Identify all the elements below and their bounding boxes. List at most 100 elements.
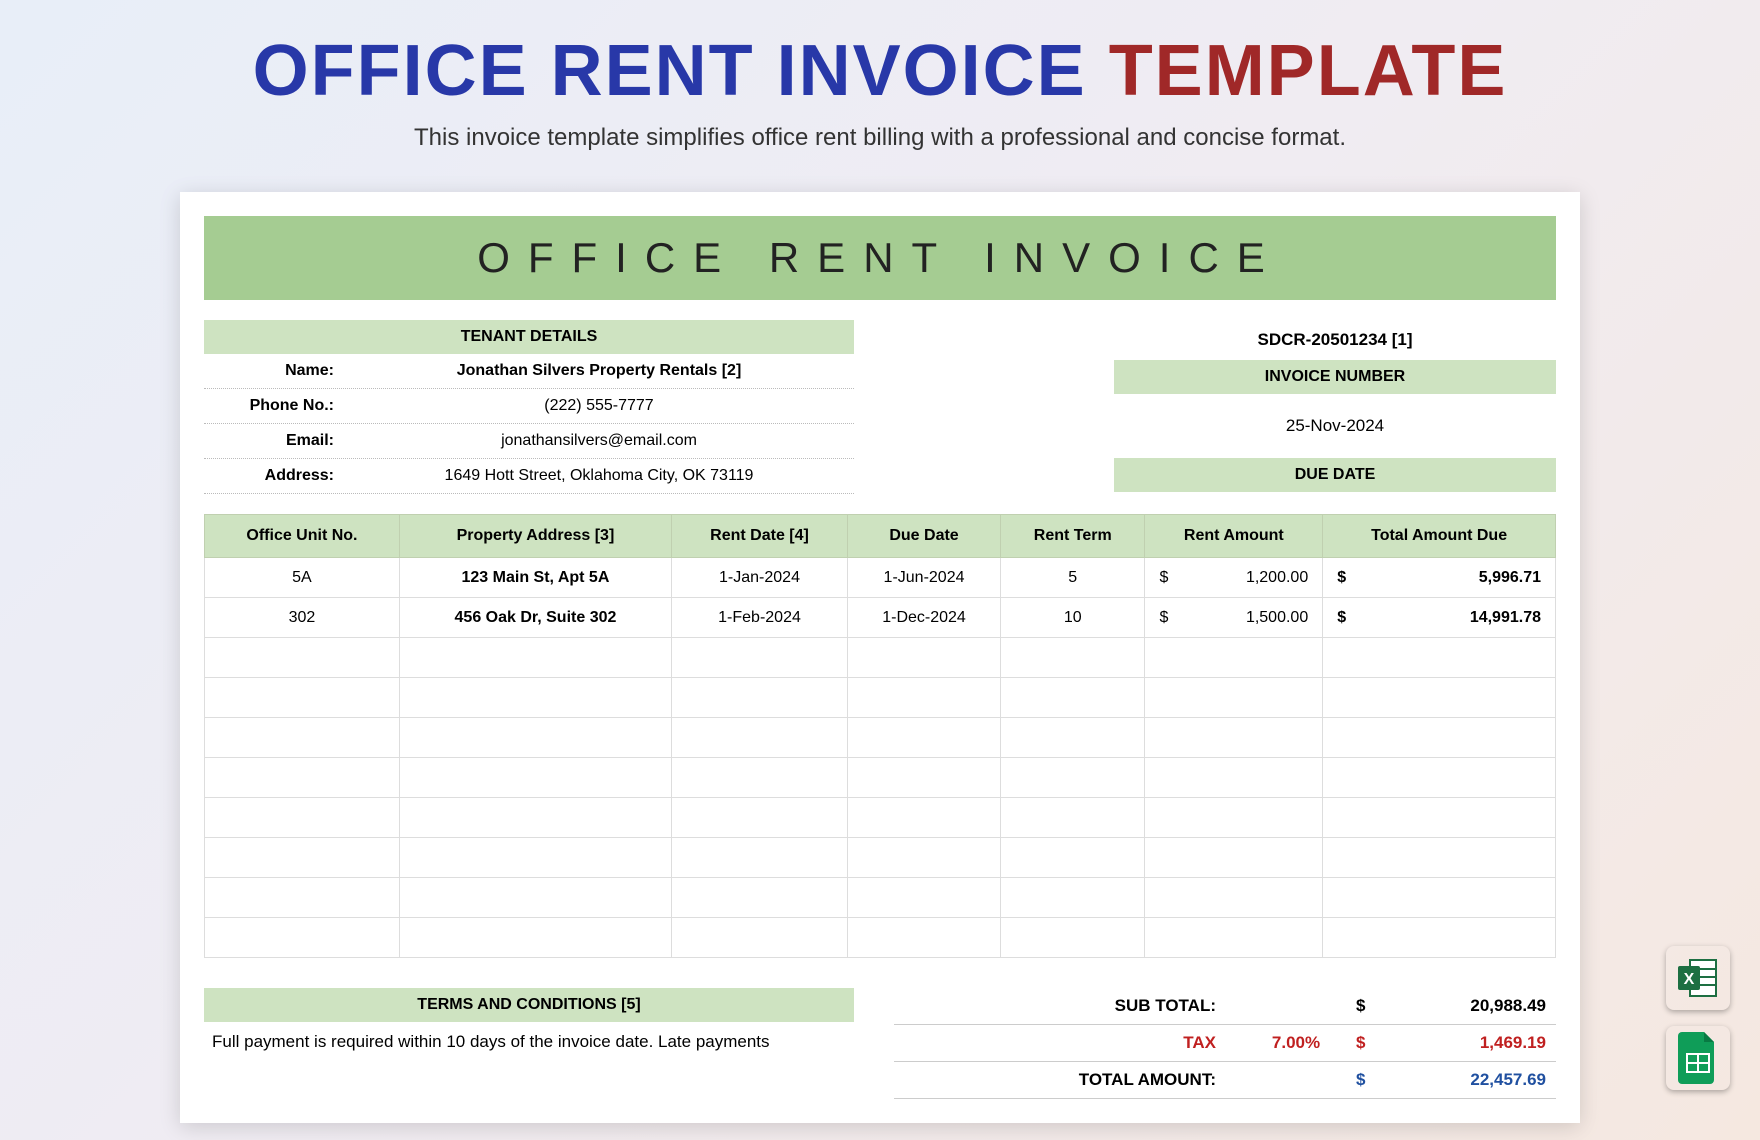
table-row-empty	[205, 878, 1556, 918]
svg-text:X: X	[1684, 971, 1695, 988]
invoice-title: OFFICE RENT INVOICE	[204, 216, 1556, 300]
table-column-header: Due Date	[848, 515, 1001, 558]
cell-empty	[1001, 758, 1145, 798]
cell-empty	[672, 678, 848, 718]
table-column-header: Rent Date [4]	[672, 515, 848, 558]
dollar-sign: $	[1356, 1070, 1396, 1090]
cell-empty	[672, 878, 848, 918]
cell-empty	[399, 718, 671, 758]
cell-empty	[399, 838, 671, 878]
cell-empty	[205, 798, 400, 838]
dollar-sign: $	[1356, 996, 1396, 1016]
cell-empty	[205, 678, 400, 718]
terms-block: TERMS AND CONDITIONS [5] Full payment is…	[204, 988, 854, 1099]
table-row-empty	[205, 798, 1556, 838]
excel-icon[interactable]: X	[1666, 946, 1730, 1010]
google-sheets-icon[interactable]	[1666, 1026, 1730, 1090]
cell-rent-date: 1-Feb-2024	[672, 598, 848, 638]
cell-empty	[399, 758, 671, 798]
phone-value: (222) 555-7777	[344, 397, 854, 415]
tax-amount: 1,469.19	[1396, 1033, 1556, 1053]
invoice-document: OFFICE RENT INVOICE TENANT DETAILS Name:…	[180, 192, 1580, 1123]
cell-total: $5,996.71	[1323, 558, 1556, 598]
title-part-2: TEMPLATE	[1109, 31, 1508, 111]
table-header-row: Office Unit No.Property Address [3]Rent …	[205, 515, 1556, 558]
page-header: OFFICE RENT INVOICE TEMPLATE This invoic…	[0, 0, 1760, 172]
cell-empty	[399, 878, 671, 918]
cell-empty	[1145, 758, 1323, 798]
cell-empty	[672, 798, 848, 838]
cell-empty	[1145, 878, 1323, 918]
subtotal-label: SUB TOTAL:	[894, 996, 1236, 1016]
total-amount: 22,457.69	[1396, 1070, 1556, 1090]
tax-row: TAX 7.00% $ 1,469.19	[894, 1025, 1556, 1062]
table-column-header: Total Amount Due	[1323, 515, 1556, 558]
app-icons: X	[1666, 946, 1730, 1090]
cell-empty	[672, 718, 848, 758]
cell-empty	[1001, 878, 1145, 918]
invoice-meta-block: SDCR-20501234 [1] INVOICE NUMBER 25-Nov-…	[1114, 320, 1556, 494]
tenant-section-header: TENANT DETAILS	[204, 320, 854, 354]
cell-empty	[672, 918, 848, 958]
cell-empty	[848, 678, 1001, 718]
summary-section: TERMS AND CONDITIONS [5] Full payment is…	[204, 988, 1556, 1099]
cell-due-date: 1-Dec-2024	[848, 598, 1001, 638]
page-subtitle: This invoice template simplifies office …	[20, 124, 1740, 152]
cell-term: 5	[1001, 558, 1145, 598]
cell-empty	[1323, 918, 1556, 958]
dollar-sign: $	[1356, 1033, 1396, 1053]
table-row-empty	[205, 838, 1556, 878]
cell-empty	[399, 918, 671, 958]
cell-empty	[1145, 838, 1323, 878]
tenant-details-block: TENANT DETAILS Name: Jonathan Silvers Pr…	[204, 320, 854, 494]
table-row-empty	[205, 638, 1556, 678]
invoice-ref: SDCR-20501234 [1]	[1114, 320, 1556, 360]
name-value: Jonathan Silvers Property Rentals [2]	[344, 362, 854, 380]
cell-rent-date: 1-Jan-2024	[672, 558, 848, 598]
subtotal-row: SUB TOTAL: $ 20,988.49	[894, 988, 1556, 1025]
cell-empty	[848, 798, 1001, 838]
table-row-empty	[205, 718, 1556, 758]
cell-empty	[672, 638, 848, 678]
table-row-empty	[205, 758, 1556, 798]
cell-empty	[399, 638, 671, 678]
cell-empty	[205, 638, 400, 678]
cell-empty	[1145, 638, 1323, 678]
cell-empty	[1001, 798, 1145, 838]
email-value: jonathansilvers@email.com	[344, 432, 854, 450]
invoice-number-label: INVOICE NUMBER	[1114, 360, 1556, 394]
cell-empty	[1145, 718, 1323, 758]
cell-empty	[848, 838, 1001, 878]
cell-empty	[1323, 838, 1556, 878]
cell-empty	[1323, 798, 1556, 838]
cell-term: 10	[1001, 598, 1145, 638]
cell-total: $14,991.78	[1323, 598, 1556, 638]
due-date-label: DUE DATE	[1114, 458, 1556, 492]
due-date-value: 25-Nov-2024	[1114, 394, 1556, 458]
table-column-header: Property Address [3]	[399, 515, 671, 558]
table-row: 5A 123 Main St, Apt 5A 1-Jan-2024 1-Jun-…	[205, 558, 1556, 598]
tenant-name-row: Name: Jonathan Silvers Property Rentals …	[204, 354, 854, 389]
cell-empty	[205, 758, 400, 798]
cell-empty	[1145, 918, 1323, 958]
cell-empty	[848, 638, 1001, 678]
address-label: Address:	[204, 467, 344, 485]
cell-empty	[1001, 638, 1145, 678]
cell-unit: 5A	[205, 558, 400, 598]
cell-empty	[848, 918, 1001, 958]
total-label: TOTAL AMOUNT:	[894, 1070, 1236, 1090]
totals-block: SUB TOTAL: $ 20,988.49 TAX 7.00% $ 1,469…	[894, 988, 1556, 1099]
cell-empty	[399, 798, 671, 838]
cell-amount: $1,500.00	[1145, 598, 1323, 638]
tax-pct: 7.00%	[1236, 1033, 1356, 1053]
cell-empty	[672, 758, 848, 798]
cell-empty	[205, 838, 400, 878]
cell-empty	[1323, 718, 1556, 758]
cell-empty	[1145, 678, 1323, 718]
cell-empty	[205, 918, 400, 958]
cell-empty	[1323, 678, 1556, 718]
terms-text: Full payment is required within 10 days …	[204, 1022, 854, 1062]
title-part-1: OFFICE RENT INVOICE	[253, 31, 1087, 111]
cell-empty	[1001, 678, 1145, 718]
tenant-phone-row: Phone No.: (222) 555-7777	[204, 389, 854, 424]
